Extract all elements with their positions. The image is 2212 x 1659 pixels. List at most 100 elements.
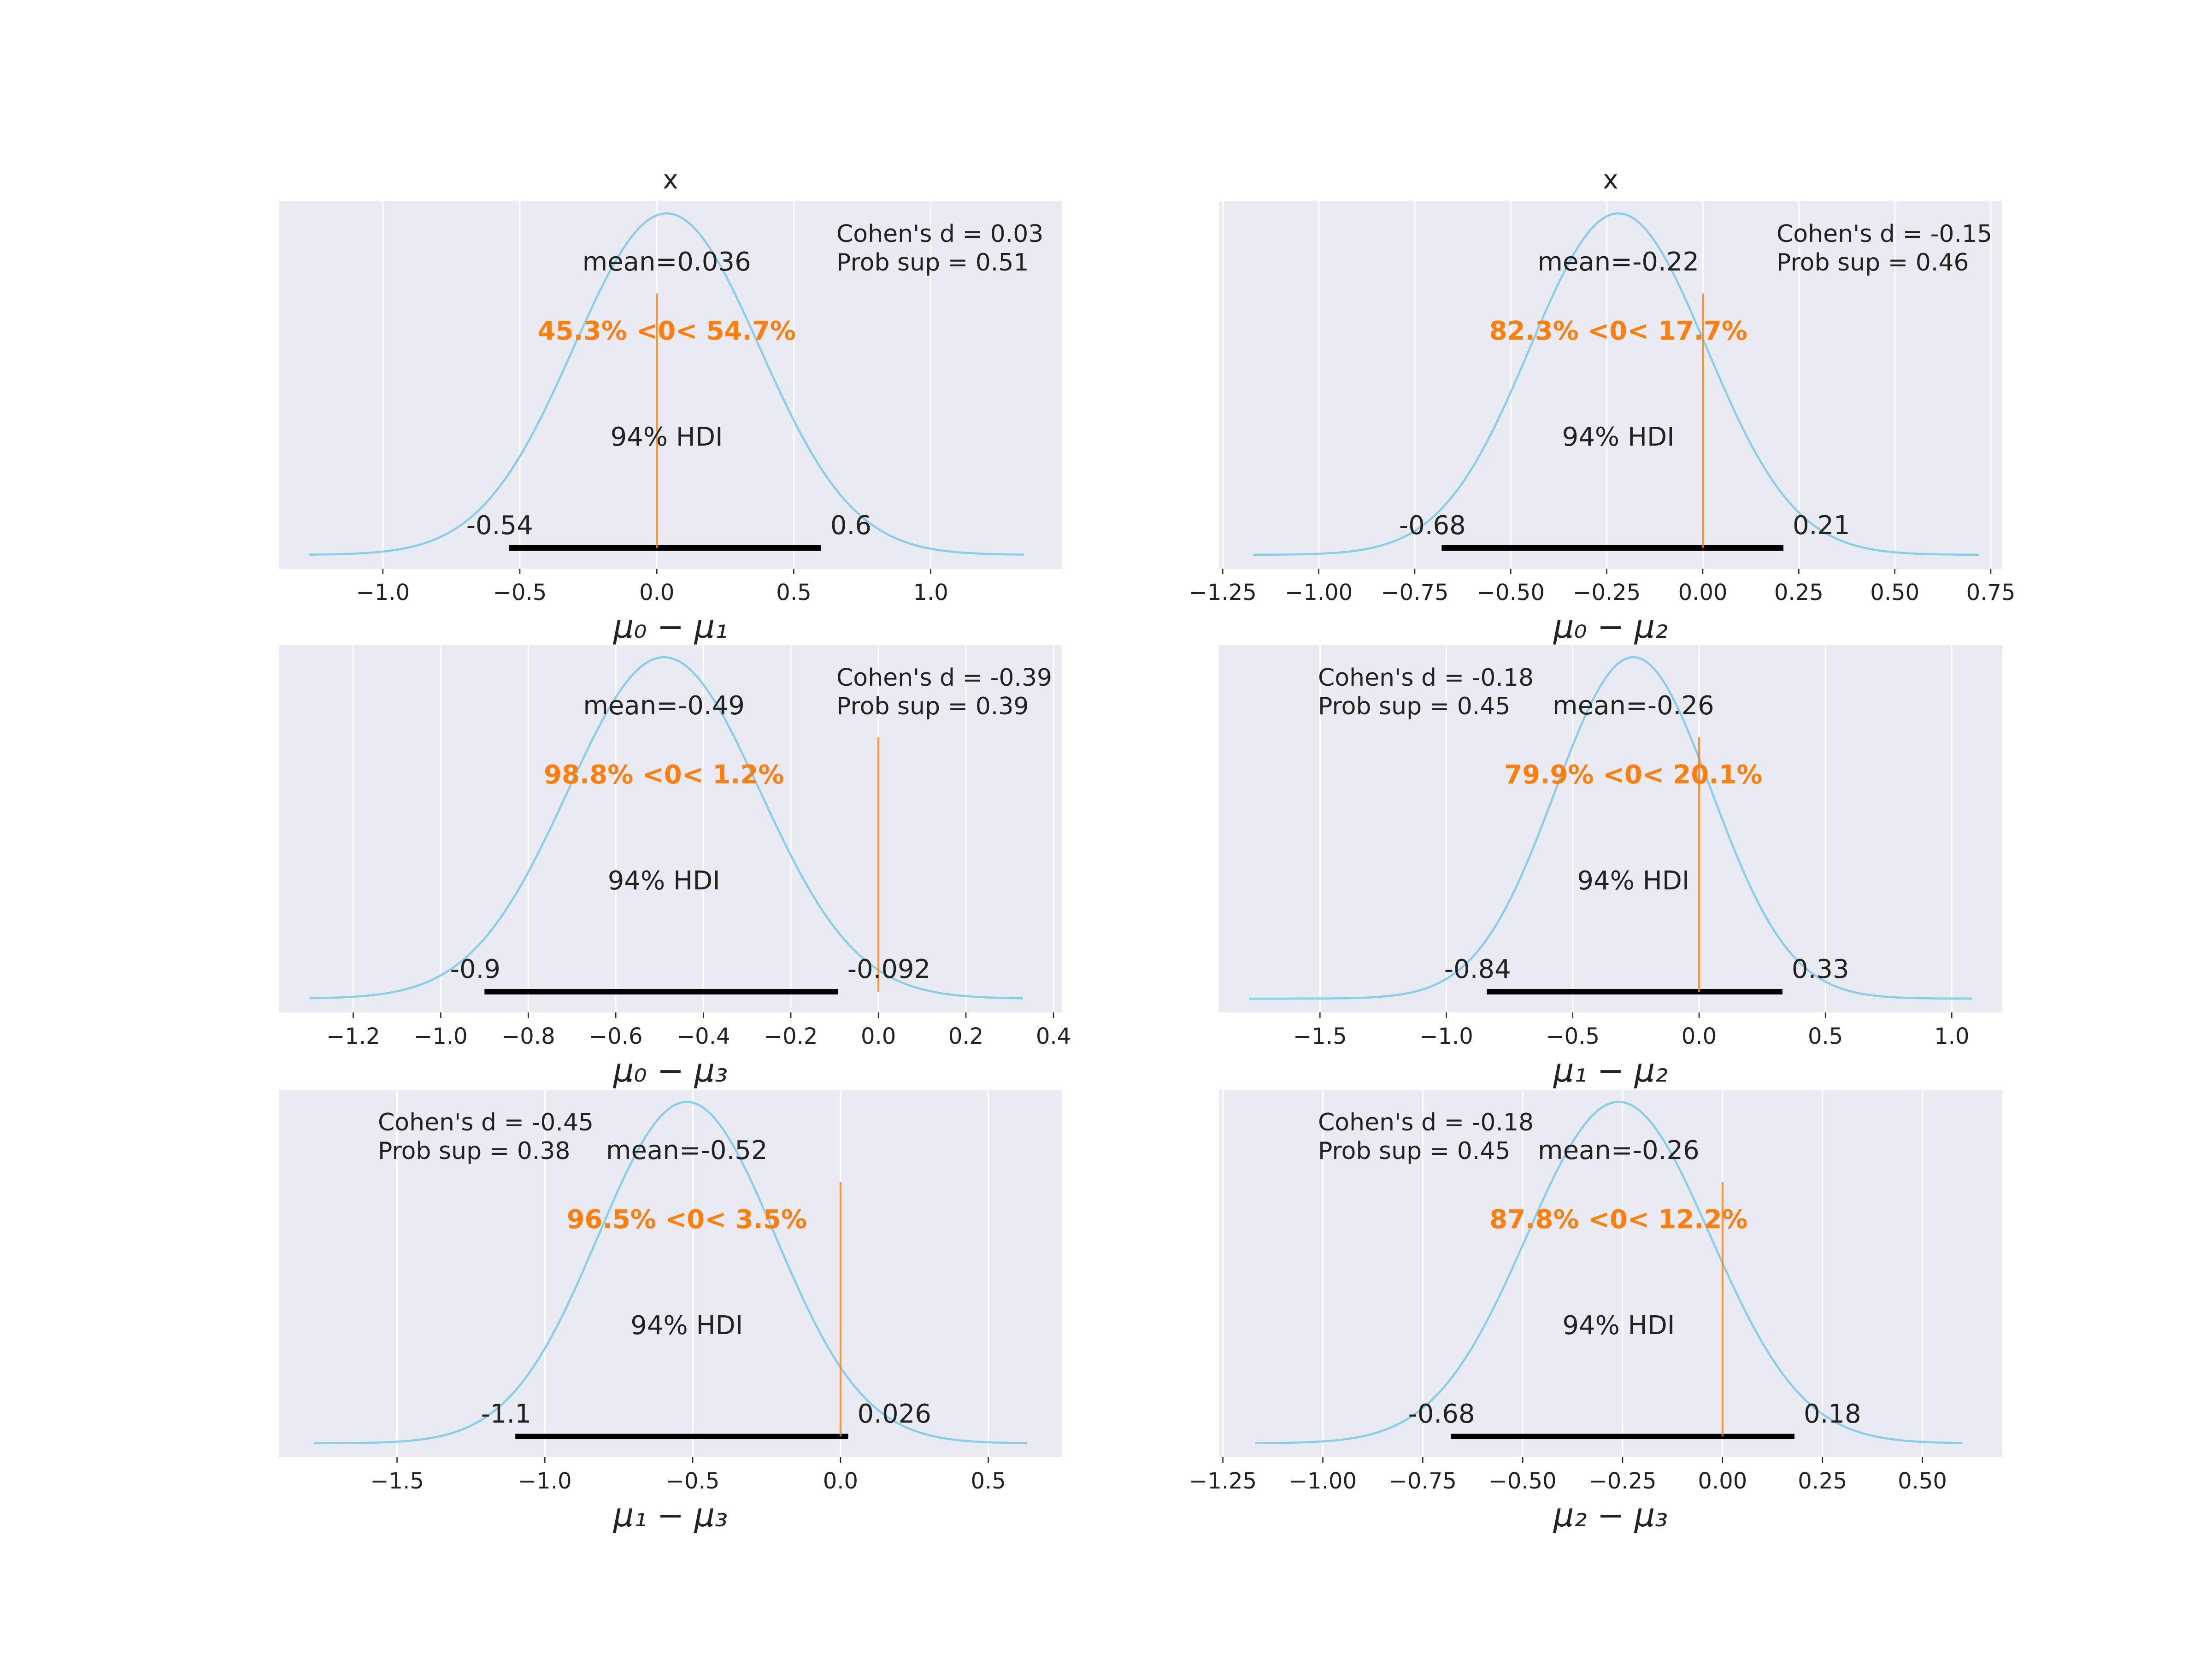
reference-label: 87.8% <0< 12.2% [1489, 1205, 1747, 1235]
subplot-3: −1.2 −1.0 −0.8 −0.6 −0.4 −0.2 0.0 0.2 0.4 mean=-0… [279, 645, 1071, 1089]
hdi-label: 94% HDI [1562, 1311, 1675, 1341]
plot-area [279, 645, 1062, 1012]
x-tick-label: 0.0 [861, 1024, 896, 1049]
x-tick-label: −0.2 [764, 1024, 818, 1049]
reference-label: 96.5% <0< 3.5% [567, 1205, 807, 1235]
x-axis-label: μ₀ − μ₂ [1553, 608, 1668, 646]
reference-label: 82.3% <0< 17.7% [1489, 316, 1747, 346]
x-tick-label: 0.00 [1698, 1468, 1747, 1494]
mean-label: mean=-0.49 [583, 691, 745, 721]
x-tick-label: 0.0 [639, 580, 674, 606]
x-tick-label: −1.00 [1289, 1468, 1357, 1494]
x-axis-label: μ₀ − μ₃ [613, 1052, 728, 1089]
prob-sup-label: Prob sup = 0.46 [1777, 249, 1969, 276]
hdi-high-label: 0.21 [1793, 511, 1850, 541]
mean-label: mean=-0.52 [606, 1135, 768, 1165]
x-tick-label: −0.50 [1489, 1468, 1557, 1494]
hdi-label: 94% HDI [1562, 422, 1675, 452]
hdi-low-label: -0.54 [466, 511, 533, 541]
x-tick-label: −0.25 [1588, 1468, 1656, 1494]
x-tick-label: −0.25 [1573, 580, 1641, 606]
density-curve [1255, 1100, 1963, 1444]
x-tick-label: 0.50 [1870, 580, 1919, 606]
x-tick-label: −0.5 [1546, 1024, 1600, 1049]
plot-area [1219, 201, 2002, 569]
reference-label: 45.3% <0< 54.7% [537, 316, 795, 346]
x-tick-label: 0.00 [1678, 580, 1728, 606]
hdi-low-label: -0.68 [1408, 1399, 1475, 1429]
x-tick-label: 0.2 [948, 1024, 983, 1049]
mean-label: mean=-0.26 [1553, 691, 1714, 721]
x-tick-label: 0.75 [1966, 580, 2016, 606]
plot-area [279, 201, 1062, 569]
x-tick-label: −1.5 [370, 1468, 424, 1494]
prob-sup-label: Prob sup = 0.39 [836, 693, 1029, 720]
x-axis-label: μ₀ − μ₁ [613, 608, 728, 646]
x-tick-label: −1.0 [518, 1468, 572, 1494]
prob-sup-label: Prob sup = 0.45 [1318, 1137, 1511, 1165]
hdi-label: 94% HDI [611, 422, 723, 452]
hdi-low-label: -1.1 [481, 1399, 531, 1429]
x-axis-label: μ₂ − μ₃ [1553, 1496, 1668, 1534]
x-tick-label: −1.25 [1189, 1468, 1257, 1494]
cohens-d-label: Cohen's d = -0.45 [378, 1109, 594, 1136]
reference-label: 98.8% <0< 1.2% [544, 760, 784, 790]
plot-area [1219, 1090, 2002, 1457]
x-tick-label: −1.5 [1293, 1024, 1347, 1049]
hdi-low-label: -0.68 [1399, 511, 1466, 541]
density-curve [309, 656, 1023, 1000]
x-tick-label: 0.4 [1036, 1024, 1071, 1049]
x-tick-label: −0.75 [1381, 580, 1448, 606]
hdi-high-label: 0.026 [858, 1399, 931, 1429]
x-tick-label: −0.4 [677, 1024, 730, 1049]
x-tick-label: 0.5 [971, 1468, 1006, 1494]
subplot-6: −1.25 −1.00 −0.75 −0.50 −0.25 0.00 0.25 0.50 mea… [1189, 1090, 2002, 1534]
cohens-d-label: Cohen's d = -0.39 [836, 664, 1052, 692]
x-tick-label: 0.25 [1774, 580, 1824, 606]
hdi-high-label: 0.18 [1804, 1399, 1861, 1429]
prob-sup-label: Prob sup = 0.38 [378, 1137, 571, 1165]
x-tick-label: 0.5 [776, 580, 811, 606]
x-tick-label: −0.50 [1477, 580, 1545, 606]
prob-sup-label: Prob sup = 0.51 [836, 249, 1029, 276]
x-tick-label: −0.5 [493, 580, 547, 606]
hdi-low-label: -0.9 [450, 954, 500, 984]
cohens-d-label: Cohen's d = -0.15 [1777, 220, 1992, 248]
x-tick-label: 0.50 [1898, 1468, 1947, 1494]
plot-area [279, 1090, 1062, 1457]
reference-label: 79.9% <0< 20.1% [1504, 760, 1762, 790]
cohens-d-label: Cohen's d = -0.18 [1318, 664, 1534, 692]
mean-label: mean=0.036 [582, 247, 751, 277]
mean-label: mean=-0.22 [1537, 247, 1699, 277]
density-curve [1249, 656, 1972, 1000]
hdi-low-label: -0.84 [1444, 954, 1511, 984]
x-tick-label: −1.0 [356, 580, 410, 606]
cohens-d-label: Cohen's d = 0.03 [836, 220, 1043, 248]
x-tick-label: −1.25 [1189, 580, 1257, 606]
x-tick-label: −1.2 [326, 1024, 380, 1049]
x-tick-label: 0.0 [1682, 1024, 1717, 1049]
x-tick-label: 0.25 [1798, 1468, 1847, 1494]
hdi-label: 94% HDI [608, 866, 720, 896]
mean-label: mean=-0.26 [1538, 1135, 1700, 1165]
x-tick-label: 0.0 [823, 1468, 858, 1494]
x-tick-label: 1.0 [913, 580, 948, 606]
hdi-high-label: 0.33 [1792, 954, 1849, 984]
x-tick-label: 0.5 [1808, 1024, 1843, 1049]
subplot-5: −1.5 −1.0 −0.5 0.0 0.5 mean=-0.52 96.5% <0< 3.… [279, 1090, 1062, 1534]
x-tick-label: −1.0 [414, 1024, 468, 1049]
density-curve [1253, 212, 1979, 556]
cohens-d-label: Cohen's d = -0.18 [1318, 1109, 1534, 1136]
hdi-label: 94% HDI [630, 1311, 743, 1341]
density-curve [314, 1100, 1027, 1445]
hdi-high-label: 0.6 [830, 511, 871, 541]
subplot-title: x [663, 165, 678, 195]
x-tick-label: −0.75 [1389, 1468, 1457, 1494]
hdi-high-label: -0.092 [847, 954, 931, 984]
plot-area [1219, 645, 2002, 1012]
x-axis-label: μ₁ − μ₂ [1553, 1052, 1668, 1089]
x-tick-label: −0.5 [666, 1468, 720, 1494]
subplot-title: x [1603, 165, 1618, 195]
x-tick-label: −0.6 [589, 1024, 643, 1049]
